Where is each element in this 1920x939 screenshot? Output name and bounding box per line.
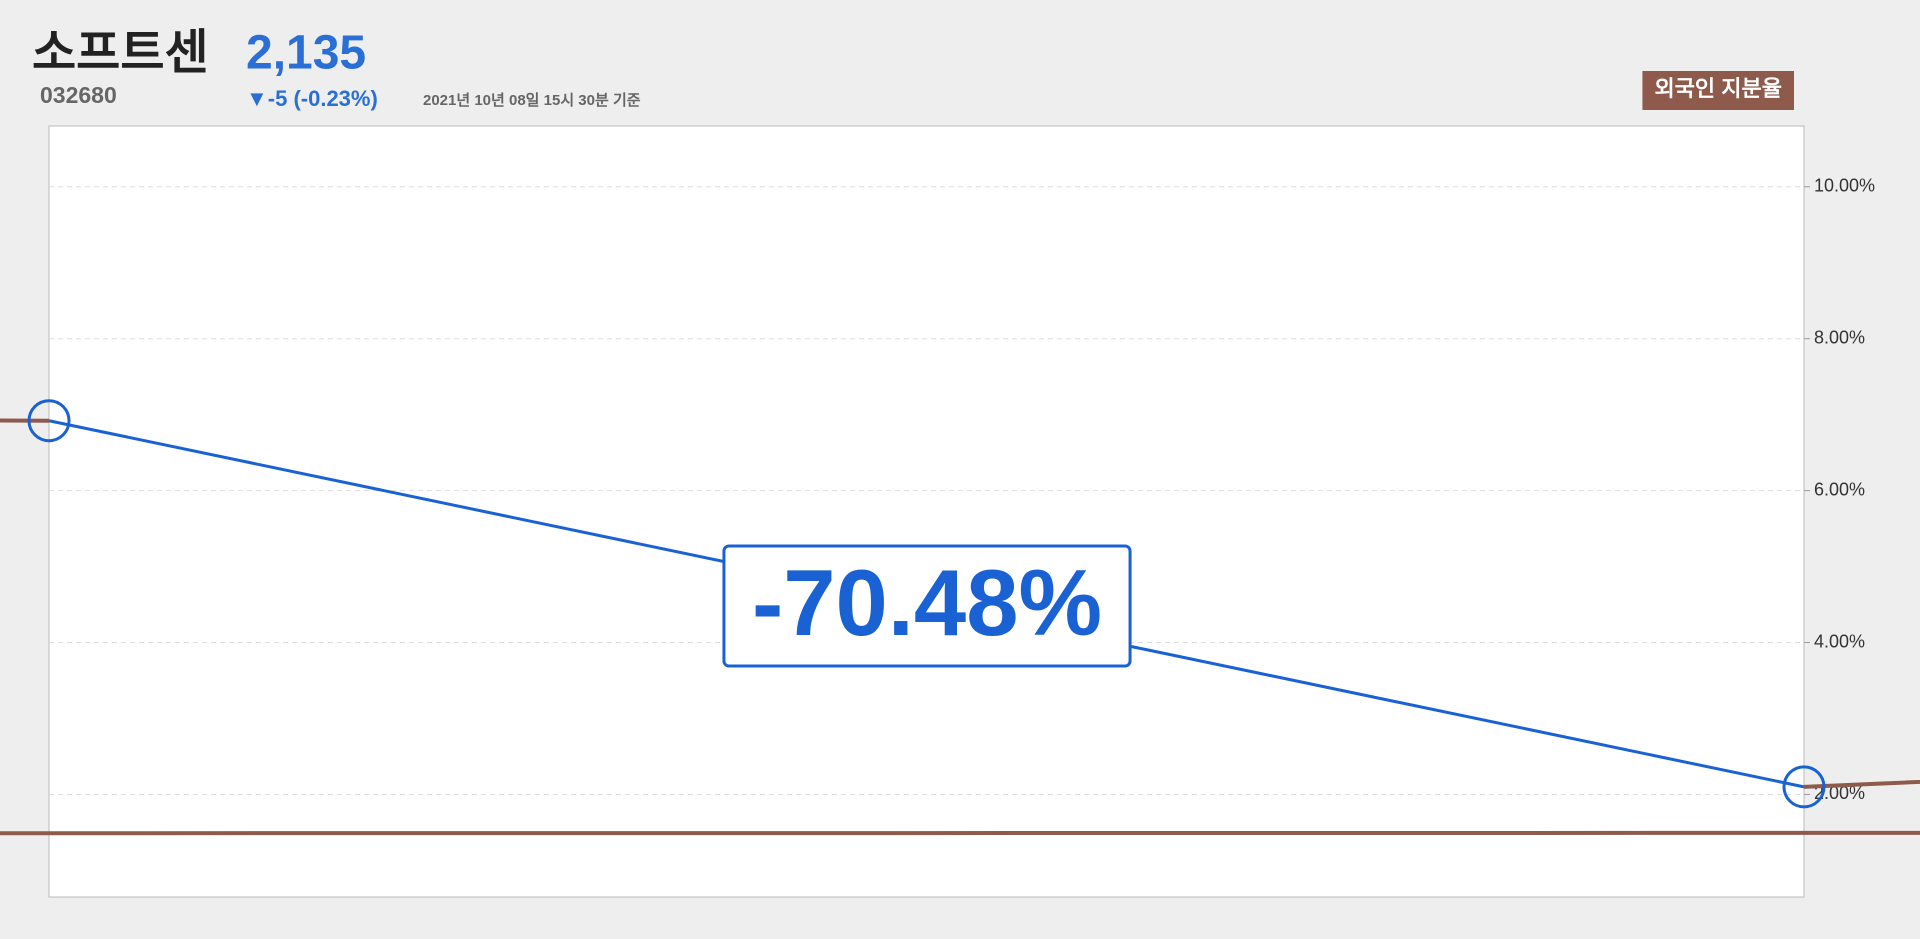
timestamp: 2021년 10년 08일 15시 30분 기준 — [423, 92, 641, 109]
annotation-box — [722, 544, 1132, 668]
annotation-text: -70.48% — [752, 550, 1102, 655]
price-change: ▼-5 (-0.23%) — [246, 86, 378, 111]
y-tick-label: 2.00% — [1814, 783, 1865, 803]
legend-badge — [1642, 71, 1794, 110]
y-tick-label: 10.00% — [1814, 176, 1875, 196]
y-tick-label: 6.00% — [1814, 479, 1865, 499]
y-tick-label: 4.00% — [1814, 631, 1865, 651]
legend-label: 외국인 지분율 — [1654, 76, 1782, 101]
start-marker — [27, 399, 71, 443]
end-marker — [1782, 765, 1826, 809]
stock-code: 032680 — [40, 82, 117, 108]
price: 2,135 — [246, 27, 366, 80]
y-tick-label: 8.00% — [1814, 327, 1865, 347]
stock-name: 소프트센 — [32, 27, 209, 80]
plot-area — [48, 125, 1805, 898]
